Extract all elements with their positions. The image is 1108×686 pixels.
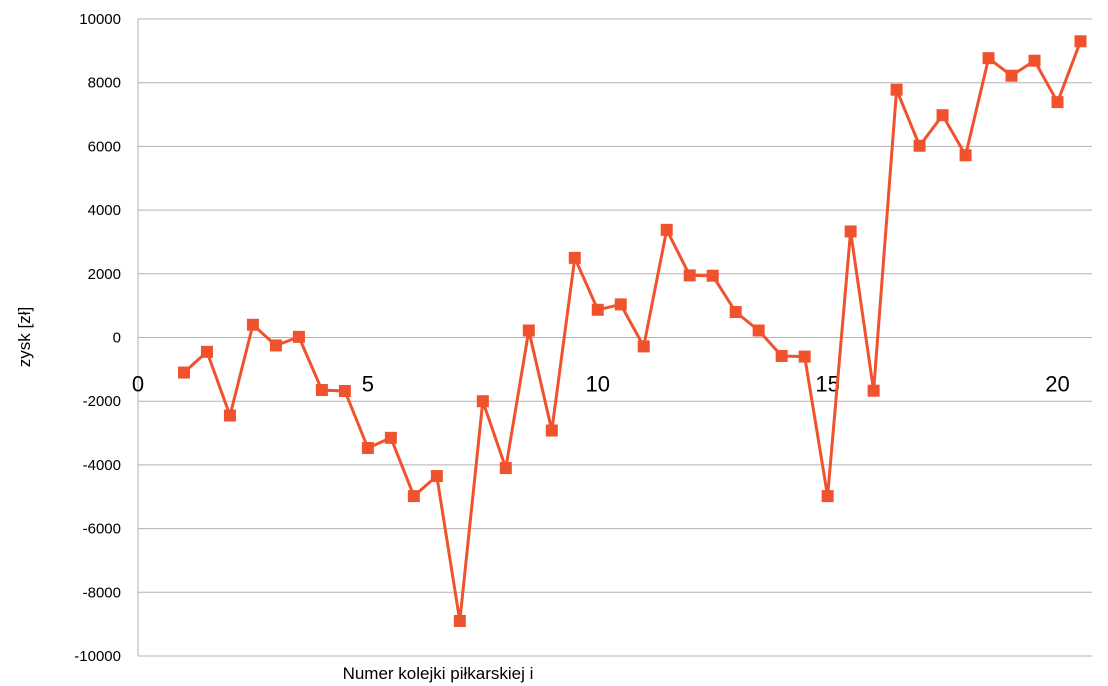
data-point: [890, 83, 903, 96]
x-tick-label: 20: [1045, 372, 1069, 397]
y-tick-label: 0: [113, 330, 121, 347]
data-point: [269, 339, 282, 352]
data-point: [1028, 54, 1041, 67]
y-tick-label: 2000: [88, 266, 121, 283]
data-point: [223, 409, 236, 422]
data-point: [200, 345, 213, 358]
y-tick-label: -4000: [83, 457, 121, 474]
y-tick-label: 10000: [79, 11, 121, 28]
y-tick-label: 8000: [88, 75, 121, 92]
data-point: [729, 306, 742, 319]
y-tick-label: 4000: [88, 202, 121, 219]
data-point: [591, 303, 604, 316]
data-point: [982, 52, 995, 65]
data-point: [292, 330, 305, 343]
series-line: [182, 40, 1082, 623]
data-point: [959, 149, 972, 162]
data-point: [936, 109, 949, 122]
data-point: [361, 442, 374, 455]
data-point: [867, 384, 880, 397]
x-tick-label: 5: [362, 372, 374, 397]
data-point: [775, 349, 788, 362]
y-tick-label: -6000: [83, 521, 121, 538]
data-point: [384, 431, 397, 444]
data-point: [683, 269, 696, 282]
y-axis-label: zysk [zł]: [15, 307, 34, 367]
y-tick-label: -8000: [83, 584, 121, 601]
x-tick-label: 10: [586, 372, 610, 397]
series-profit: [177, 35, 1087, 627]
x-tick-labels: 0 5 10 15 20: [132, 372, 1070, 397]
y-tick-labels: -10000 -8000 -6000 -4000 -2000 0 2000 4000 6000 8…: [74, 11, 121, 665]
data-point: [177, 366, 190, 379]
data-point: [338, 385, 351, 398]
data-point: [660, 223, 673, 236]
gridlines: [137, 18, 1092, 657]
data-point: [1005, 69, 1018, 82]
data-point: [706, 269, 719, 282]
data-point: [315, 384, 328, 397]
data-point: [430, 470, 443, 483]
data-point: [453, 614, 466, 627]
data-point: [1051, 96, 1064, 109]
x-axis-label: Numer kolejki piłkarskiej i: [343, 664, 534, 683]
data-point: [545, 424, 558, 437]
x-tick-label: 0: [132, 372, 144, 397]
data-point: [1074, 35, 1087, 48]
data-point: [752, 324, 765, 337]
data-point: [407, 490, 420, 503]
y-tick-label: 6000: [88, 138, 121, 155]
data-point: [476, 395, 489, 408]
data-point: [798, 350, 811, 363]
data-point: [614, 298, 627, 311]
data-point: [499, 462, 512, 475]
y-tick-label: -2000: [83, 393, 121, 410]
data-point: [246, 318, 259, 331]
data-point: [821, 490, 834, 503]
data-point: [568, 251, 581, 264]
data-point: [913, 139, 926, 152]
data-point: [522, 324, 535, 337]
data-point: [637, 340, 650, 353]
y-tick-label: -10000: [74, 648, 121, 665]
data-point: [844, 225, 857, 238]
